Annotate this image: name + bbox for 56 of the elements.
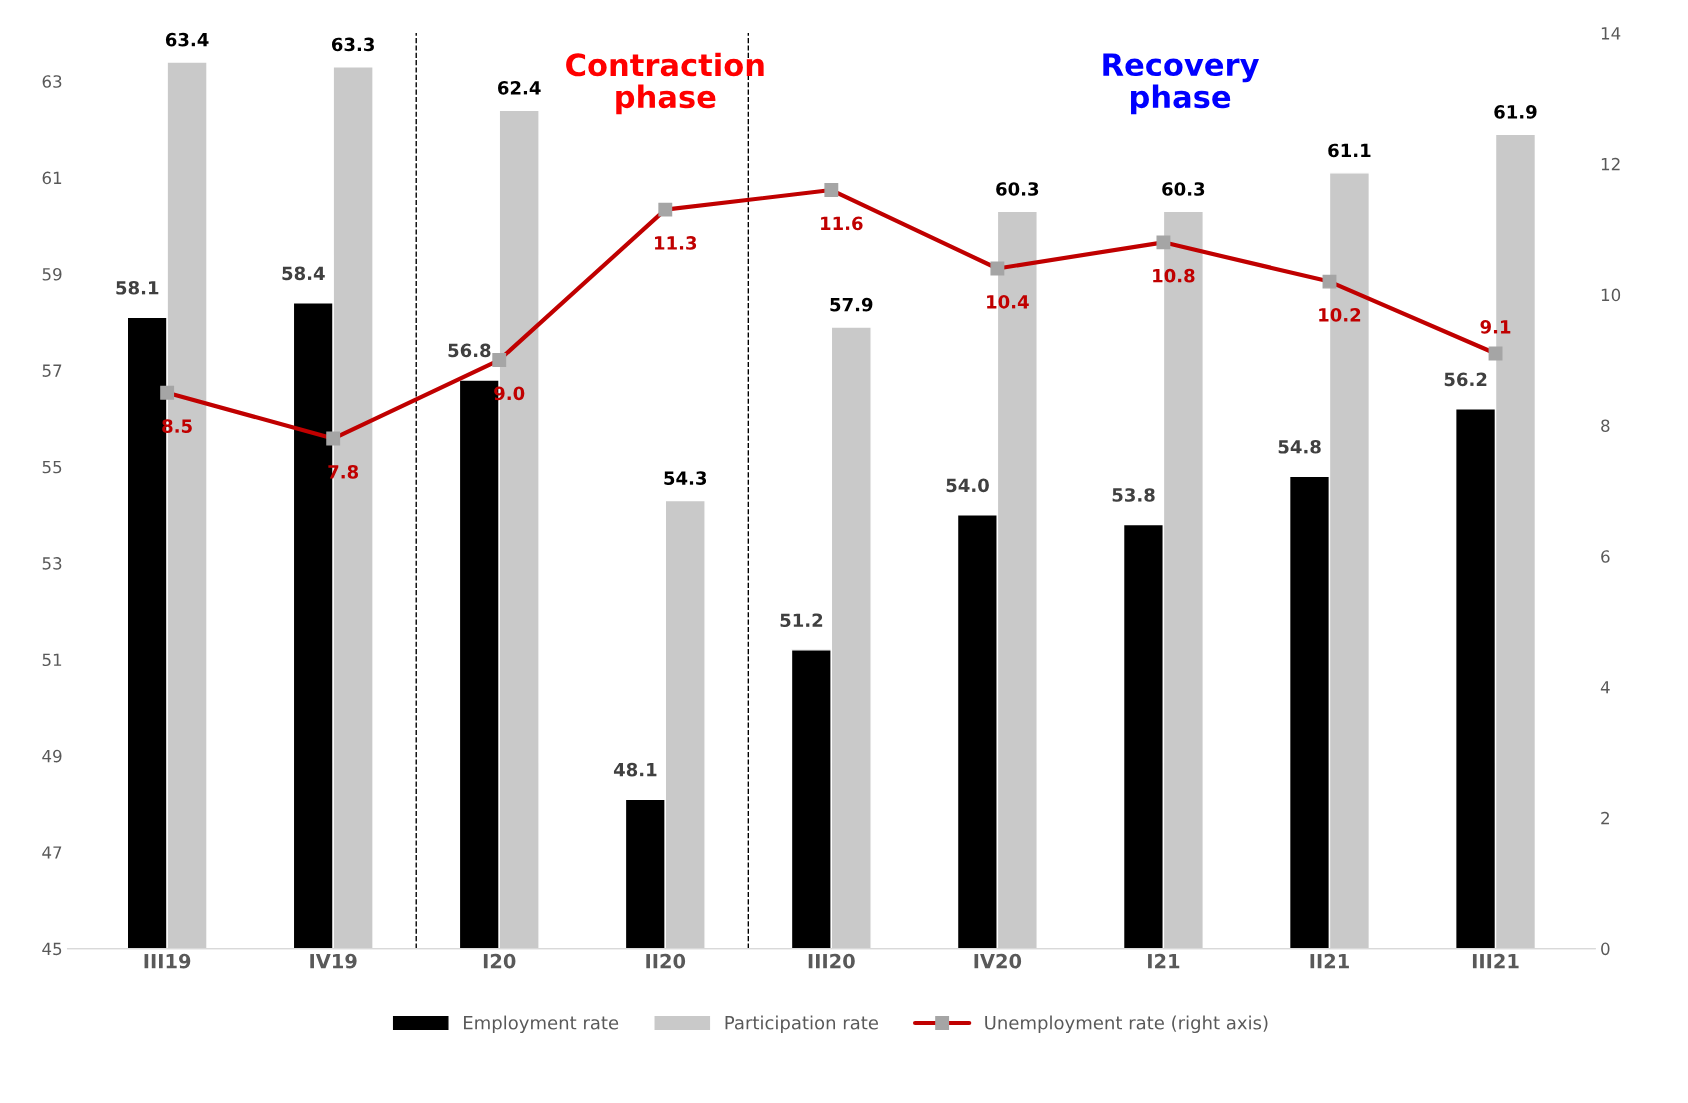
data-label: 53.8: [1112, 488, 1155, 502]
data-label: 58.4: [282, 266, 325, 281]
y2-tick-label: 2: [1601, 811, 1609, 825]
y2-tick-label: 6: [1601, 550, 1610, 563]
y2-tick-label: 14: [1601, 27, 1621, 40]
x-tick-label: I21: [1148, 953, 1180, 969]
x-tick-label: III20: [808, 953, 855, 969]
data-label: 60.3: [996, 182, 1039, 196]
data-label: 57.9: [830, 297, 873, 312]
data-label: 60.3: [1162, 182, 1205, 196]
data-label: 56.8: [448, 343, 491, 358]
x-tick-label: II21: [1310, 953, 1349, 969]
y-tick-label: 51: [42, 653, 62, 667]
y-tick-label: 63: [42, 75, 62, 88]
data-label: 54.0: [946, 478, 989, 493]
y2-tick-label: 12: [1601, 157, 1620, 171]
y-tick-label: 55: [42, 460, 62, 474]
y2-tick-label: 8: [1601, 419, 1610, 433]
x-tick-label: IV20: [974, 953, 1022, 969]
legend-label: Participation rate: [725, 1015, 878, 1034]
data-label: 48.1: [613, 762, 657, 777]
y-tick-label: 59: [42, 267, 62, 281]
legend-label: Unemployment rate (right axis): [985, 1015, 1268, 1034]
x-tick-label: III19: [144, 953, 191, 969]
data-label: 62.4: [498, 80, 541, 95]
data-label: 10.4: [987, 294, 1029, 309]
x-tick-label: II20: [646, 953, 686, 969]
y-tick-label: 47: [42, 846, 62, 859]
data-label: 10.2: [1319, 308, 1361, 322]
data-label: 61.1: [1328, 143, 1371, 158]
x-tick-label: III21: [1472, 953, 1519, 969]
annotation: Contraction phase: [566, 52, 764, 115]
y2-tick-label: 4: [1600, 681, 1610, 694]
y-tick-label: 53: [42, 557, 62, 570]
data-label: 58.1: [116, 280, 159, 295]
legend-label: Employment rate: [464, 1015, 619, 1034]
data-label: 63.3: [331, 37, 374, 52]
data-label: 51.2: [780, 613, 823, 628]
x-tick-label: I20: [483, 953, 516, 969]
annotation: Recovery phase: [1103, 53, 1259, 115]
y2-tick-label: 0: [1601, 942, 1610, 956]
y-tick-label: 45: [42, 942, 62, 956]
data-label: 61.9: [1494, 105, 1537, 119]
data-label: 11.3: [655, 236, 697, 250]
y-tick-label: 49: [42, 749, 62, 763]
data-label: 56.2: [1444, 372, 1487, 387]
data-label: 63.4: [165, 32, 209, 47]
data-label: 11.6: [821, 216, 863, 231]
data-label: 54.3: [664, 471, 707, 485]
y2-tick-label: 10: [1601, 288, 1621, 302]
data-label: 54.8: [1278, 439, 1321, 454]
y-tick-label: 57: [42, 364, 62, 377]
data-label: 10.8: [1153, 268, 1195, 283]
x-tick-label: IV19: [310, 953, 357, 969]
data-label: 9.1: [1480, 320, 1511, 334]
y-tick-label: 61: [42, 171, 62, 185]
